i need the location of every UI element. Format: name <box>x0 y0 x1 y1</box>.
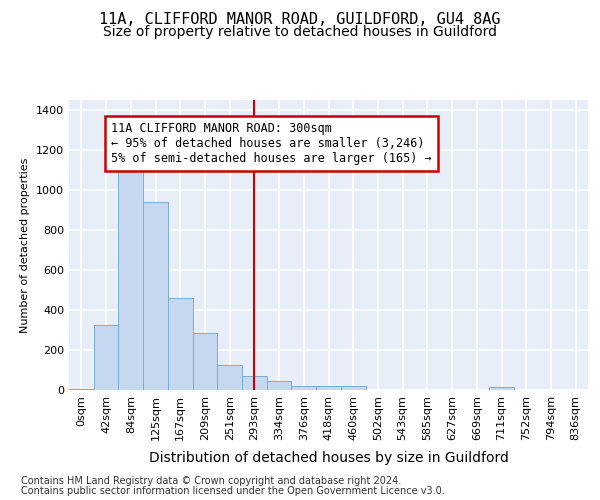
Bar <box>143 202 168 390</box>
Bar <box>316 386 341 390</box>
Text: 11A, CLIFFORD MANOR ROAD, GUILDFORD, GU4 8AG: 11A, CLIFFORD MANOR ROAD, GUILDFORD, GU4… <box>99 12 501 28</box>
Bar <box>69 389 94 390</box>
Bar <box>193 333 217 390</box>
Y-axis label: Number of detached properties: Number of detached properties <box>20 158 31 332</box>
Bar <box>217 365 242 390</box>
Text: Contains HM Land Registry data © Crown copyright and database right 2024.: Contains HM Land Registry data © Crown c… <box>21 476 401 486</box>
Text: Size of property relative to detached houses in Guildford: Size of property relative to detached ho… <box>103 25 497 39</box>
Bar <box>341 386 365 390</box>
Text: Contains public sector information licensed under the Open Government Licence v3: Contains public sector information licen… <box>21 486 445 496</box>
Text: 11A CLIFFORD MANOR ROAD: 300sqm
← 95% of detached houses are smaller (3,246)
5% : 11A CLIFFORD MANOR ROAD: 300sqm ← 95% of… <box>111 122 431 165</box>
X-axis label: Distribution of detached houses by size in Guildford: Distribution of detached houses by size … <box>149 451 508 465</box>
Bar <box>94 325 118 390</box>
Bar <box>267 381 292 390</box>
Bar <box>292 386 316 390</box>
Bar <box>242 376 267 390</box>
Bar <box>168 298 193 390</box>
Bar <box>118 168 143 390</box>
Bar <box>489 388 514 390</box>
